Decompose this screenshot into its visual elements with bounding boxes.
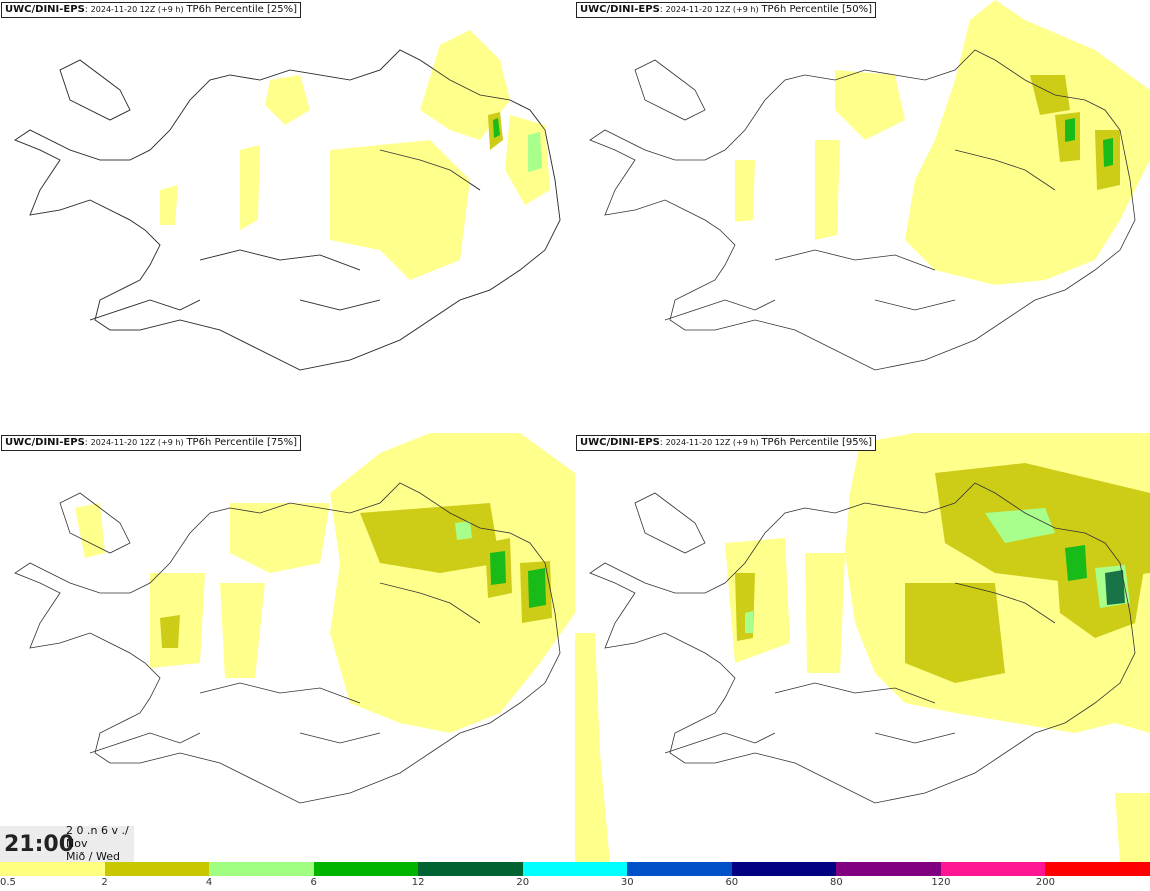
colorbar-segment bbox=[313, 862, 419, 876]
colorbar-tick-label: 120 bbox=[931, 877, 951, 888]
colorbar-segment bbox=[1045, 862, 1150, 876]
panel-title: UWC/DINI-EPS: 2024-11-20 12Z (+9 h) TP6h… bbox=[1, 2, 301, 18]
colorbar-tick-label: 200 bbox=[1035, 877, 1055, 888]
precip-shading bbox=[160, 30, 550, 280]
colorbar-tick-label: 30 bbox=[620, 877, 634, 888]
colorbar-tick-label: 80 bbox=[829, 877, 843, 888]
precip-shading bbox=[75, 433, 575, 733]
colorbar-tick-label: 4 bbox=[205, 877, 213, 888]
colorbar-tick-label: 6 bbox=[310, 877, 317, 888]
precip-shading bbox=[735, 0, 1150, 285]
colorbar-segment bbox=[418, 862, 523, 876]
valid-date-line1: 2 0 .n 6 v ./ bbox=[66, 824, 129, 837]
panel-title: UWC/DINI-EPS: 2024-11-20 12Z (+9 h) TP6h… bbox=[576, 2, 876, 18]
valid-date-line3: Mið / Wed bbox=[66, 850, 120, 863]
precip-map bbox=[575, 433, 1150, 863]
colorbar-segment bbox=[209, 862, 314, 876]
precip-map bbox=[589, 0, 1150, 371]
precip-colorbar bbox=[0, 862, 1150, 876]
valid-time-box: 21:00 2 0 .n 6 v ./ Nov Mið / Wed bbox=[0, 824, 134, 863]
map-panel-p95: UWC/DINI-EPS: 2024-11-20 12Z (+9 h) TP6h… bbox=[575, 433, 1150, 863]
panel-title: UWC/DINI-EPS: 2024-11-20 12Z (+9 h) TP6h… bbox=[576, 435, 876, 451]
colorbar-tick-label: 60 bbox=[725, 877, 739, 888]
panel-title: UWC/DINI-EPS: 2024-11-20 12Z (+9 h) TP6h… bbox=[1, 435, 301, 451]
precip-shading bbox=[575, 433, 1150, 863]
valid-time-hour: 21:00 bbox=[4, 832, 75, 857]
colorbar-segment bbox=[522, 862, 628, 876]
map-panel-p25: UWC/DINI-EPS: 2024-11-20 12Z (+9 h) TP6h… bbox=[0, 0, 575, 430]
colorbar-tick-label: 0.5 bbox=[0, 877, 16, 888]
colorbar-segment bbox=[731, 862, 837, 876]
colorbar-tick-label: 20 bbox=[516, 877, 530, 888]
precip-map bbox=[14, 433, 575, 804]
colorbar-segment bbox=[940, 862, 1046, 876]
map-panel-p50: UWC/DINI-EPS: 2024-11-20 12Z (+9 h) TP6h… bbox=[575, 0, 1150, 430]
colorbar-segment bbox=[104, 862, 210, 876]
colorbar-ticks: 0.5 2 4 6 12 20 30 60 80 120 200 bbox=[0, 877, 1150, 891]
map-panel-p75: UWC/DINI-EPS: 2024-11-20 12Z (+9 h) TP6h… bbox=[0, 433, 575, 863]
colorbar-segment bbox=[0, 862, 105, 876]
colorbar-tick-label: 12 bbox=[411, 877, 425, 888]
colorbar-segment bbox=[627, 862, 732, 876]
colorbar-segment bbox=[836, 862, 941, 876]
precip-map bbox=[14, 30, 561, 371]
valid-date-line2: Nov bbox=[66, 837, 88, 850]
colorbar-tick-label: 2 bbox=[101, 877, 108, 888]
